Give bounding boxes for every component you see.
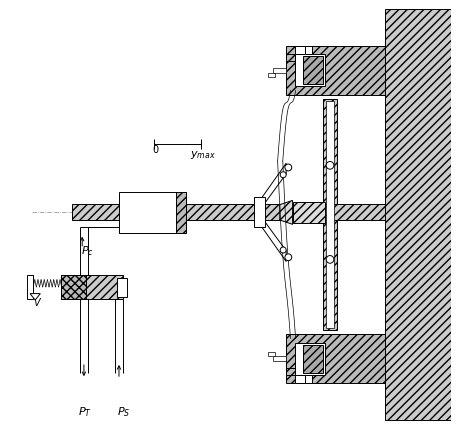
Bar [292,202,325,223]
Bar [61,275,123,299]
Bar [384,9,451,420]
Bar [61,275,86,299]
Bar [273,68,286,73]
Circle shape [285,164,292,171]
Bar [273,356,286,361]
Text: $P_S$: $P_S$ [117,405,130,419]
Text: $P_T$: $P_T$ [78,405,92,419]
Polygon shape [30,293,40,300]
Polygon shape [280,200,292,224]
Bar [27,275,33,299]
Bar [176,192,186,233]
Bar [303,345,322,373]
Bar [286,45,384,95]
Polygon shape [261,163,286,209]
Bar [295,46,305,54]
Text: $i$: $i$ [28,281,33,293]
Bar [268,352,275,356]
Circle shape [280,247,286,253]
Circle shape [326,161,334,169]
Text: $P_c$: $P_c$ [81,244,94,258]
Bar [254,197,265,227]
Bar [268,73,275,77]
Circle shape [326,256,334,263]
Bar [295,54,325,86]
Polygon shape [261,216,286,262]
Bar [326,101,334,328]
Bar [305,46,312,54]
Bar [322,99,337,330]
Text: $y_{max}$: $y_{max}$ [190,149,216,161]
Bar [295,343,325,375]
Bar [303,56,322,84]
Bar [73,204,384,221]
Text: 0: 0 [153,145,159,154]
Bar [305,375,312,383]
Bar [117,278,127,297]
Text: $V$: $V$ [33,296,42,308]
Circle shape [280,172,286,178]
Bar [295,375,305,383]
Circle shape [285,254,292,261]
Bar [119,192,186,233]
Bar [286,334,384,384]
